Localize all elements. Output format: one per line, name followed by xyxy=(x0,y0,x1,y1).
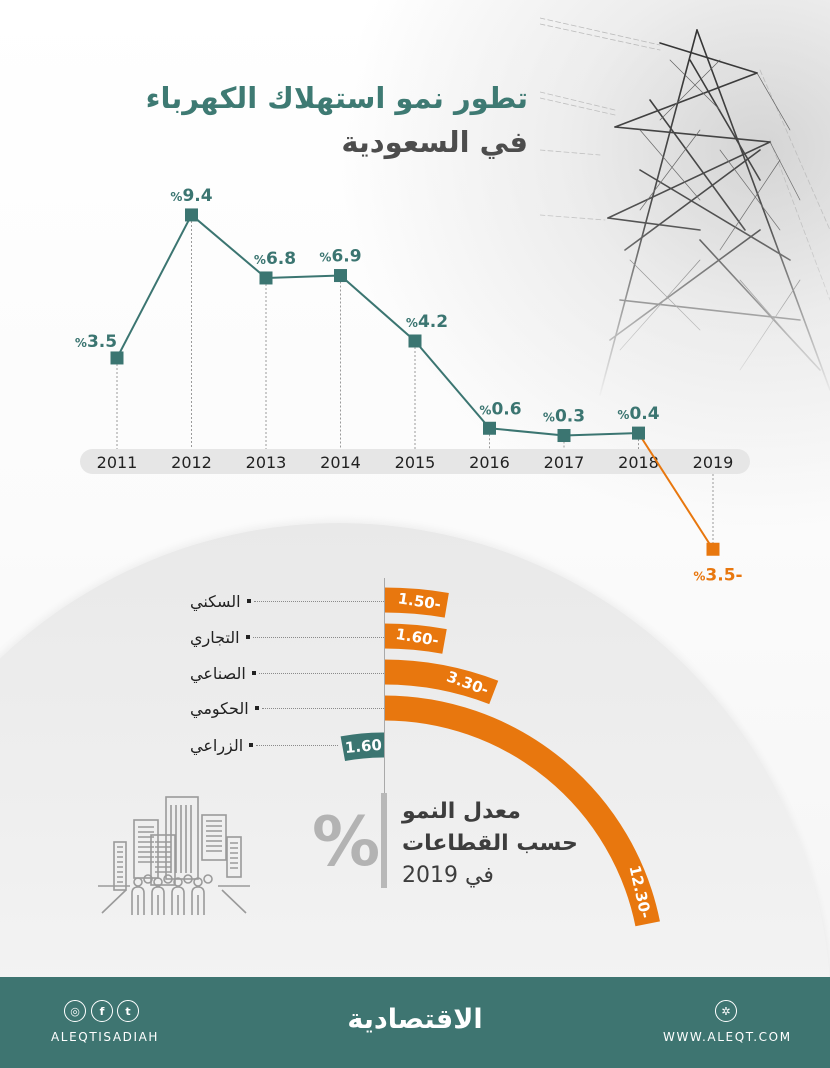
website-icon[interactable]: ✲ xyxy=(715,1000,737,1022)
sector-arc-bar xyxy=(383,695,660,927)
sector-row-commercial: التجاري xyxy=(190,627,384,647)
leader-line xyxy=(261,707,384,709)
sector-label: الصناعي xyxy=(190,663,246,683)
sector-arc-bar xyxy=(383,659,499,705)
data-point-marker xyxy=(334,269,347,283)
line-segment xyxy=(116,214,193,359)
data-point-label: %6.8 xyxy=(254,249,296,269)
instagram-icon[interactable]: ◎ xyxy=(64,1000,86,1022)
percent-sign: % xyxy=(543,411,555,425)
sector-row-government: الحكومي xyxy=(190,698,384,718)
data-point-marker xyxy=(408,334,422,348)
x-axis-tick-label: 2018 xyxy=(618,453,659,472)
city-people-icon xyxy=(98,796,250,915)
data-point-label: %3.5 xyxy=(75,332,117,352)
sector-heading-line-1: معدل النمو xyxy=(402,799,521,824)
x-axis-tick-label: 2011 xyxy=(97,453,138,472)
leader-line xyxy=(256,744,338,746)
website-link[interactable]: WWW.ALEQT.COM xyxy=(663,1030,792,1044)
bullet-icon xyxy=(251,671,256,675)
bullet-icon xyxy=(246,599,251,603)
bullet-icon xyxy=(254,706,259,710)
value-text: 3.5 xyxy=(87,332,117,352)
line-segment xyxy=(190,214,267,279)
data-point-label: %6.9 xyxy=(319,247,361,267)
data-point-marker xyxy=(259,271,273,285)
sector-label: الزراعي xyxy=(190,735,244,755)
bullet-icon xyxy=(249,743,254,747)
percent-sign: % xyxy=(319,251,331,265)
leader-line xyxy=(253,600,384,602)
x-axis-tick-label: 2016 xyxy=(469,453,510,472)
percent-sign: % xyxy=(617,408,629,422)
data-point-marker xyxy=(110,351,124,365)
x-axis-tick-label: 2012 xyxy=(171,453,212,472)
sector-label: التجاري xyxy=(190,627,240,647)
data-point-marker xyxy=(632,426,645,440)
charts-canvas: 2011 2012 2013 2014 2015 2016 2017 2018 2019%3.5… xyxy=(75,186,750,927)
data-point-label: %0.4 xyxy=(617,404,659,424)
percent-sign: % xyxy=(75,336,87,350)
title-line-1: تطور نمو استهلاك الكهرباء xyxy=(145,81,528,115)
line-segment xyxy=(339,274,416,342)
data-point-label: %4.2 xyxy=(406,312,448,332)
value-text: 9.4 xyxy=(182,186,212,206)
value-text: 6.9 xyxy=(331,247,361,267)
line-segment xyxy=(414,340,491,429)
sector-label: السكني xyxy=(190,591,241,611)
value-text: 3.5- xyxy=(705,565,742,585)
sector-label: الحكومي xyxy=(190,698,249,718)
sector-row-residential: السكني xyxy=(190,591,384,611)
line-segment xyxy=(637,432,714,550)
line-segment xyxy=(563,432,639,437)
data-point-label: %0.6 xyxy=(479,399,521,419)
sector-value-label: 1.60 xyxy=(344,736,382,757)
percent-sign: % xyxy=(479,403,491,417)
value-text: 0.3 xyxy=(555,407,585,427)
data-point-label: %0.3 xyxy=(543,407,585,427)
line-segment xyxy=(265,274,341,279)
twitter-icon[interactable]: t xyxy=(117,1000,139,1022)
sector-heading-line-2: حسب القطاعات xyxy=(402,831,578,856)
sector-row-industrial: الصناعي xyxy=(190,663,384,683)
data-point-marker xyxy=(706,542,720,556)
sector-row-agricultural: الزراعي xyxy=(190,735,338,755)
footer: ◎ f t ALEQTISADIAH الاقتصادية ✲ WWW.ALEQ… xyxy=(0,977,830,1068)
sector-heading-line-3: في 2019 xyxy=(402,863,494,888)
percent-icon: % xyxy=(312,803,381,882)
leader-line xyxy=(252,636,384,638)
leader-line xyxy=(258,672,384,674)
data-point-marker xyxy=(557,429,571,443)
heading-divider-bar xyxy=(381,793,387,888)
bullet-icon xyxy=(245,635,250,639)
social-handle[interactable]: ALEQTISADIAH xyxy=(51,1030,160,1044)
data-point-label: %9.4 xyxy=(170,186,212,206)
title-line-2: في السعودية xyxy=(341,125,528,159)
brand-logo: الاقتصادية xyxy=(347,1004,483,1035)
data-point-marker xyxy=(483,421,496,435)
power-tower-image xyxy=(540,17,830,396)
percent-sign: % xyxy=(254,253,266,267)
line-segment xyxy=(489,427,565,437)
data-point-marker xyxy=(185,208,198,222)
sector-arc-bar xyxy=(340,732,385,762)
x-axis-tick-label: 2013 xyxy=(246,453,287,472)
facebook-icon[interactable]: f xyxy=(91,1000,113,1022)
value-text: 0.4 xyxy=(629,404,659,424)
data-point-label: %3.5- xyxy=(693,565,742,585)
x-axis-tick-label: 2015 xyxy=(395,453,436,472)
value-text: 0.6 xyxy=(491,399,521,419)
x-axis-tick-label: 2014 xyxy=(320,453,361,472)
percent-sign: % xyxy=(693,569,705,583)
percent-sign: % xyxy=(170,190,182,204)
x-axis-tick-label: 2019 xyxy=(693,453,734,472)
value-text: 6.8 xyxy=(266,249,296,269)
x-axis-tick-label: 2017 xyxy=(544,453,585,472)
sector-axis-line xyxy=(384,578,385,793)
value-text: 4.2 xyxy=(418,312,448,332)
percent-sign: % xyxy=(406,316,418,330)
x-axis-band xyxy=(80,449,750,474)
